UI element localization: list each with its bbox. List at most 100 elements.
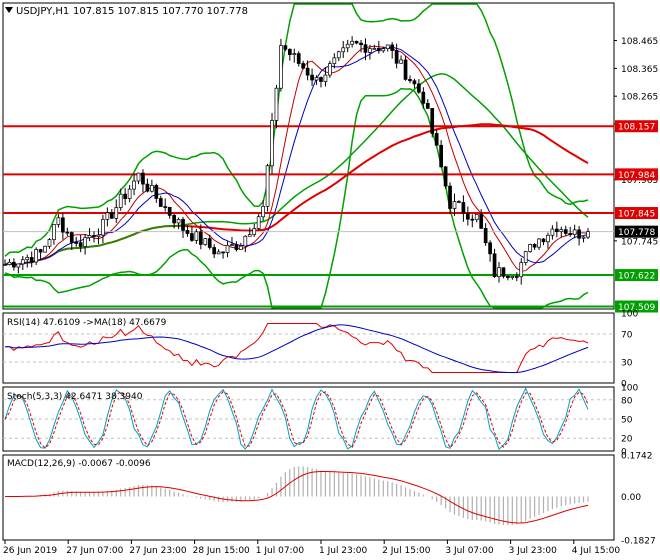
price-level-label-box xyxy=(615,269,658,282)
macd-label: MACD(12,26,9) -0.0067 -0.0096 xyxy=(7,459,151,469)
x-tick-label: 27 Jun 07:00 xyxy=(66,546,123,556)
price-level-label: 107.845 xyxy=(618,210,655,220)
y-tick-label: 108.265 xyxy=(621,93,658,103)
price-level-label-box xyxy=(615,207,658,220)
rsi-line xyxy=(4,323,589,373)
candle-body xyxy=(376,48,381,52)
macd-tick-label: -0.1827 xyxy=(621,537,656,547)
candle-body xyxy=(25,257,30,261)
candle-body xyxy=(461,202,466,214)
candle-body xyxy=(572,229,577,235)
x-tick-label: 1 Jul 07:00 xyxy=(256,546,305,556)
candle-body xyxy=(136,172,141,182)
candle-body xyxy=(483,228,488,244)
candle-body xyxy=(296,53,301,64)
candle-body xyxy=(305,67,310,76)
candle-body xyxy=(109,212,114,219)
y-tick-label: 108.365 xyxy=(621,65,658,75)
candle-body xyxy=(474,213,479,221)
candle-body xyxy=(92,235,96,237)
candle-body xyxy=(3,264,7,266)
macd-tick-label: 0.1742 xyxy=(621,452,653,462)
candle-body xyxy=(225,244,230,253)
candle-body xyxy=(47,239,52,247)
bollinger-upper-band xyxy=(4,3,589,257)
candle-body xyxy=(270,120,274,167)
stoch-tick-label: 0 xyxy=(621,448,627,458)
candle-body xyxy=(176,219,181,224)
macd-tick-label: 0.00 xyxy=(621,493,641,503)
price-level-label: 107.509 xyxy=(618,303,655,313)
candle-body xyxy=(216,251,221,255)
macd-signal-line xyxy=(5,471,589,524)
candle-body xyxy=(38,249,43,253)
y-tick-label: 107.745 xyxy=(621,237,658,247)
candle-body xyxy=(457,201,461,203)
price-level-label: 107.622 xyxy=(618,272,655,282)
moving-average-fast-red xyxy=(4,45,589,272)
candle-body xyxy=(372,48,377,50)
candle-body xyxy=(118,193,123,208)
symbol-label: USDJPY,H1 xyxy=(16,6,69,17)
price-level-label: 107.984 xyxy=(618,171,655,181)
panel-collapse-icon[interactable] xyxy=(5,7,13,13)
candle-body xyxy=(528,244,532,252)
candle-body xyxy=(363,44,368,53)
candle-body xyxy=(52,224,56,241)
candle-body xyxy=(368,48,372,53)
candle-body xyxy=(465,213,470,220)
candle-body xyxy=(16,263,21,268)
candle-body xyxy=(492,253,497,277)
x-tick-label: 1 Jul 23:00 xyxy=(319,546,368,556)
main-panel-frame xyxy=(2,2,615,310)
candle-body xyxy=(301,63,306,69)
axes: 108.465108.365108.265108.165107.965107.7… xyxy=(3,37,658,556)
candle-body xyxy=(381,48,386,52)
stoch-label: Stoch(5,3,3) 42.6471 38.3940 xyxy=(7,392,143,402)
rsi-panel xyxy=(3,323,614,373)
candle-body xyxy=(221,251,225,254)
macd-panel xyxy=(5,466,589,526)
candle-body xyxy=(448,185,452,209)
candle-body xyxy=(421,91,426,104)
candle-body xyxy=(292,53,297,55)
candle-body xyxy=(212,247,217,255)
candle-body xyxy=(443,166,448,187)
stoch-tick-label: 80 xyxy=(621,396,633,406)
candle-body xyxy=(546,234,550,243)
candle-body xyxy=(412,80,417,85)
current-price-label: 107.778 xyxy=(618,228,655,238)
main-price-panel xyxy=(3,3,614,309)
candle-body xyxy=(345,43,350,49)
candle-body xyxy=(354,40,359,44)
candle-body xyxy=(319,77,323,82)
candle-body xyxy=(207,238,212,248)
candle-body xyxy=(203,238,208,245)
candle-body xyxy=(56,217,61,225)
candle-body xyxy=(403,59,408,80)
current-price-label-box xyxy=(615,225,658,238)
candle-body xyxy=(7,261,12,265)
candle-body xyxy=(581,236,586,239)
candle-body xyxy=(310,74,314,81)
rsi-label: RSI(14) 47.6109 ->MA(18) 47.6679 xyxy=(7,318,167,328)
candle-body xyxy=(83,237,87,247)
candle-body xyxy=(96,234,101,237)
candle-body xyxy=(341,47,346,53)
price-level-label: 108.157 xyxy=(618,123,655,133)
macd-panel-frame xyxy=(2,454,615,541)
x-tick-label: 3 Jul 07:00 xyxy=(445,546,494,556)
candle-body xyxy=(74,242,79,244)
y-tick-label: 107.965 xyxy=(621,176,658,186)
candle-body xyxy=(399,59,403,64)
x-tick-label: 4 Jul 15:00 xyxy=(572,546,621,556)
candle-body xyxy=(158,198,163,207)
candle-body xyxy=(65,231,70,234)
candle-body xyxy=(265,165,270,207)
candle-body xyxy=(541,238,546,243)
candle-body xyxy=(479,213,484,229)
candle-body xyxy=(390,44,395,51)
stoch-tick-label: 100 xyxy=(621,384,638,394)
candle-body xyxy=(394,50,399,64)
rsi-ma-line xyxy=(4,324,589,373)
